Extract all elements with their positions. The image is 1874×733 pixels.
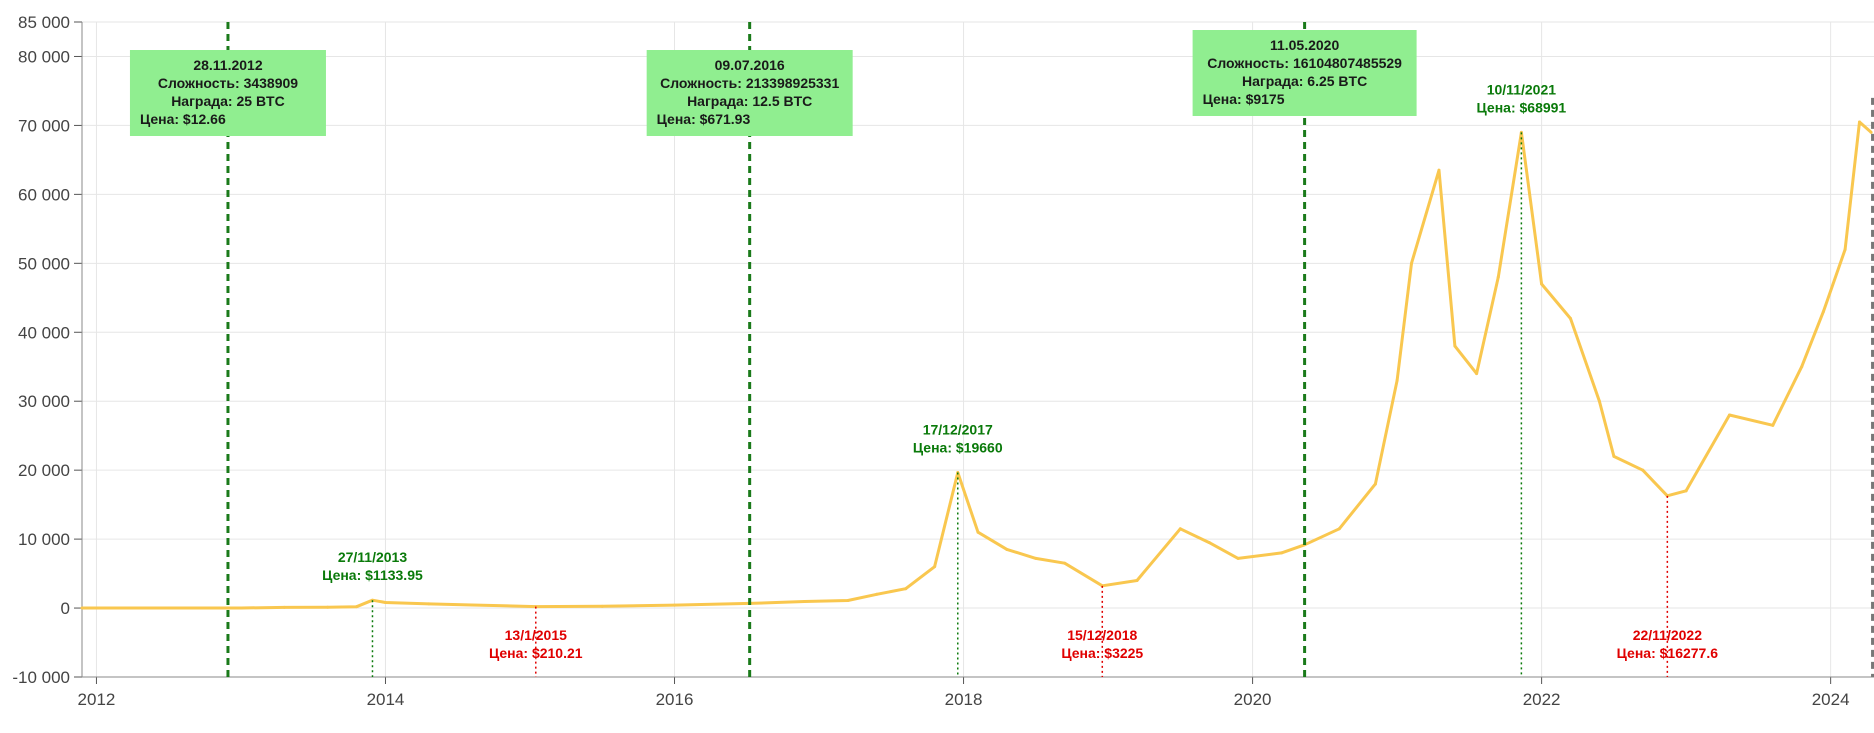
peak-date: 17/12/2017	[923, 422, 993, 438]
price-point	[282, 605, 286, 609]
peak-price: Цена: $1133.95	[322, 567, 423, 583]
halving-reward: Награда: 6.25 BTC	[1242, 73, 1367, 89]
price-point	[1800, 365, 1804, 369]
y-tick-label: 0	[61, 599, 70, 618]
price-point	[1207, 541, 1211, 545]
price-series	[80, 120, 1873, 610]
price-point	[167, 606, 171, 610]
x-tick-label: 2014	[367, 690, 405, 709]
price-point	[383, 601, 387, 605]
halving-date: 28.11.2012	[193, 57, 263, 73]
halving-box	[646, 50, 853, 136]
price-point	[1337, 527, 1341, 531]
y-tick-label: 60 000	[18, 185, 70, 204]
price-point	[1569, 316, 1573, 320]
price-point	[239, 606, 243, 610]
halving-difficulty: Сложность: 213398925331	[660, 75, 839, 91]
price-point	[600, 604, 604, 608]
y-tick-label: 30 000	[18, 392, 70, 411]
x-tick-label: 2020	[1234, 690, 1272, 709]
low-date: 15/12/2018	[1067, 627, 1137, 643]
halving-price: Цена: $12.66	[140, 111, 226, 127]
price-point	[1597, 399, 1601, 403]
price-point	[875, 592, 879, 596]
price-point	[1612, 454, 1616, 458]
price-point	[1373, 482, 1377, 486]
price-point	[1540, 282, 1544, 286]
low-price: Цена: $210.21	[489, 645, 583, 661]
price-point	[470, 603, 474, 607]
price-point	[1063, 561, 1067, 565]
price-point	[427, 602, 431, 606]
halving-box	[129, 50, 326, 136]
y-tick-label: 20 000	[18, 461, 70, 480]
price-point	[1641, 468, 1645, 472]
y-tick-label: 10 000	[18, 530, 70, 549]
x-tick-label: 2022	[1523, 690, 1561, 709]
low-date: 13/1/2015	[505, 627, 567, 643]
price-point	[1236, 556, 1240, 560]
price-point	[1858, 120, 1862, 124]
price-point	[846, 598, 850, 602]
peak-date: 27/11/2013	[338, 549, 408, 565]
price-point	[1496, 275, 1500, 279]
price-point	[976, 530, 980, 534]
peak-price: Цена: $68991	[1477, 99, 1567, 115]
price-point	[1684, 489, 1688, 493]
x-tick-label: 2012	[78, 690, 116, 709]
low-date: 22/11/2022	[1633, 627, 1703, 643]
y-tick-label: 80 000	[18, 47, 70, 66]
low-price: Цена: $16277.6	[1617, 645, 1719, 661]
price-point	[933, 565, 937, 569]
price-point	[1437, 168, 1441, 172]
price-point	[904, 587, 908, 591]
price-point	[1410, 261, 1414, 265]
y-tick-label: 85 000	[18, 13, 70, 32]
price-point	[803, 600, 807, 604]
grid	[82, 21, 1874, 678]
price-point	[326, 605, 330, 609]
y-tick-label: 70 000	[18, 116, 70, 135]
x-tick-label: 2018	[945, 690, 983, 709]
event-markers	[226, 22, 1874, 677]
price-point	[1771, 423, 1775, 427]
annotations: 28.11.2012 Сложность: 3438909 Награда: 25 …	[129, 30, 1719, 661]
price-point	[1727, 413, 1731, 417]
price-point	[1135, 578, 1139, 582]
x-tick-label: 2024	[1812, 690, 1850, 709]
price-line	[82, 120, 1873, 610]
price-point	[1475, 372, 1479, 376]
price-point	[1034, 556, 1038, 560]
halving-difficulty: Сложность: 16104807485529	[1207, 55, 1402, 71]
halving-box	[1192, 30, 1417, 116]
y-tick-label: -10 000	[12, 668, 70, 687]
price-point	[1453, 344, 1457, 348]
price-point	[355, 605, 359, 609]
y-tick-label: 40 000	[18, 323, 70, 342]
price-point	[1178, 527, 1182, 531]
halving-reward: Награда: 12.5 BTC	[687, 93, 812, 109]
x-tick-label: 2016	[656, 690, 694, 709]
halving-price: Цена: $9175	[1203, 91, 1285, 107]
price-point	[1843, 248, 1847, 252]
peak-date: 10/11/2021	[1487, 81, 1557, 97]
price-point	[1821, 310, 1825, 314]
y-axis: -10 000 0 10 000 20 000 30 000 40 000 50 000 60…	[12, 13, 83, 687]
price-point	[1395, 379, 1399, 383]
peak-price: Цена: $19660	[913, 440, 1003, 456]
price-point	[1005, 547, 1009, 551]
price-point	[1279, 551, 1283, 555]
halving-reward: Награда: 25 BTC	[171, 93, 285, 109]
price-point	[80, 606, 84, 610]
y-tick-label: 50 000	[18, 254, 70, 273]
halving-date: 11.05.2020	[1270, 37, 1340, 53]
price-point	[673, 603, 677, 607]
halving-price: Цена: $671.93	[657, 111, 751, 127]
halving-difficulty: Сложность: 3438909	[158, 75, 298, 91]
halving-date: 09.07.2016	[715, 57, 785, 73]
low-price: Цена: $3225	[1061, 645, 1143, 661]
x-axis: 2012 2014 2016 2018 2020 2022 2024	[78, 676, 1874, 709]
price-point	[1869, 130, 1873, 134]
